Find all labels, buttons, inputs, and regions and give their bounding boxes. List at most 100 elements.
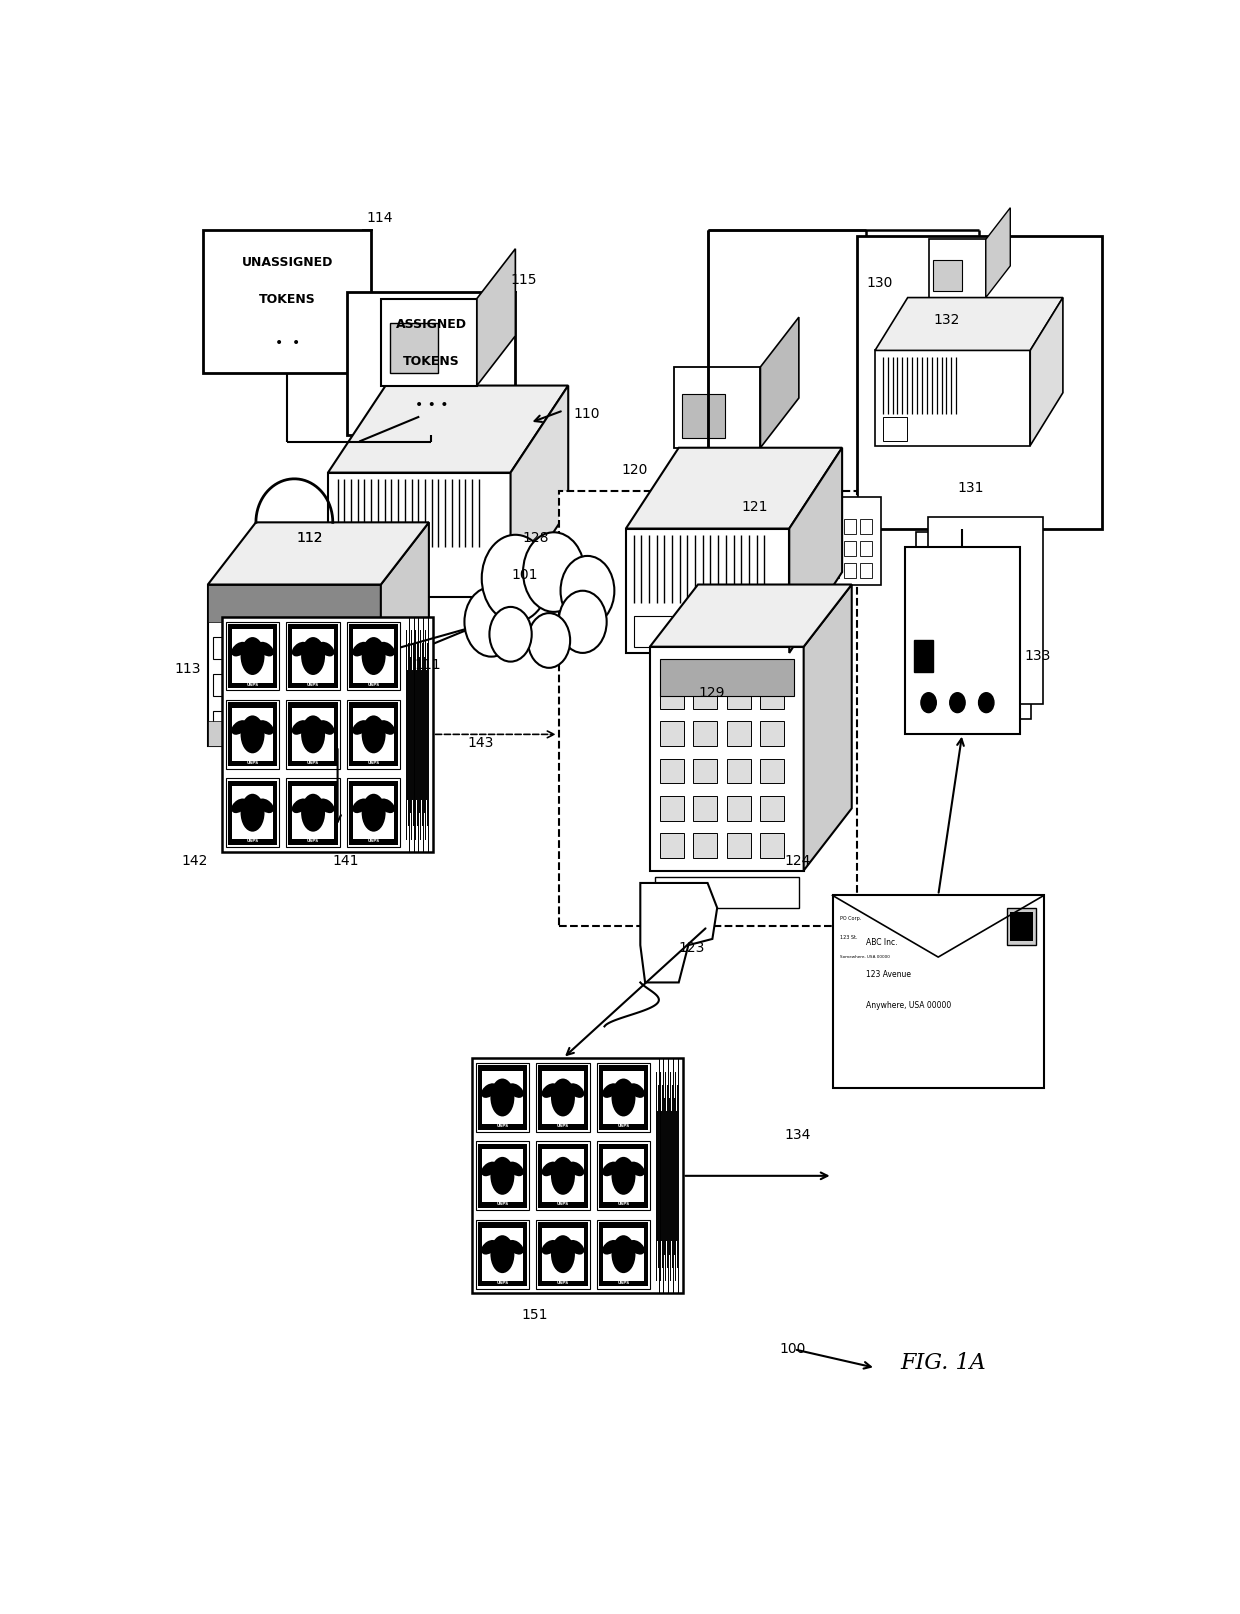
Ellipse shape — [291, 642, 308, 657]
Bar — [391, 324, 439, 374]
Bar — [660, 684, 683, 710]
Bar — [208, 586, 381, 623]
Bar — [599, 1065, 649, 1130]
Bar — [660, 759, 683, 784]
Text: 113: 113 — [175, 662, 201, 675]
Text: Somewhere, USA 00000: Somewhere, USA 00000 — [841, 954, 890, 959]
Bar — [293, 786, 334, 839]
Text: 123: 123 — [678, 941, 706, 955]
Text: 142: 142 — [181, 854, 208, 868]
Text: USPS: USPS — [247, 760, 259, 765]
Ellipse shape — [568, 1240, 584, 1254]
Bar — [929, 240, 986, 299]
Bar — [288, 625, 339, 689]
Text: USPS: USPS — [308, 760, 319, 765]
Bar — [844, 542, 856, 557]
Bar — [693, 684, 717, 710]
Text: • • •: • • • — [414, 397, 448, 412]
Bar — [832, 896, 1044, 1088]
Bar — [347, 700, 401, 770]
Bar — [727, 796, 750, 822]
Bar — [693, 796, 717, 822]
Ellipse shape — [258, 721, 274, 736]
Ellipse shape — [603, 1162, 619, 1177]
Bar — [538, 1222, 588, 1286]
Ellipse shape — [379, 799, 394, 813]
Bar — [208, 586, 381, 747]
Bar — [228, 702, 278, 767]
Bar — [232, 786, 273, 839]
Bar — [603, 1228, 644, 1282]
Bar — [914, 641, 934, 671]
Text: TOKENS: TOKENS — [259, 294, 315, 307]
Ellipse shape — [319, 721, 335, 736]
Bar — [682, 395, 725, 439]
Bar — [599, 1144, 649, 1209]
Polygon shape — [640, 883, 717, 983]
Bar — [226, 621, 279, 691]
Ellipse shape — [603, 1083, 619, 1098]
Bar — [828, 563, 839, 579]
Bar — [634, 617, 672, 647]
Bar — [477, 1065, 527, 1130]
Bar — [1007, 909, 1037, 946]
Ellipse shape — [362, 794, 386, 833]
Ellipse shape — [231, 642, 247, 657]
Polygon shape — [626, 449, 842, 529]
Bar — [905, 547, 1021, 734]
Text: USPS: USPS — [557, 1202, 569, 1206]
Text: USPS: USPS — [557, 1280, 569, 1285]
Bar — [916, 533, 1032, 720]
Text: 143: 143 — [467, 736, 494, 751]
Text: 114: 114 — [367, 211, 393, 224]
Text: 141: 141 — [332, 854, 360, 868]
Text: USPS: USPS — [247, 683, 259, 686]
Bar — [232, 709, 273, 762]
Text: 129: 129 — [698, 686, 724, 700]
Polygon shape — [208, 523, 429, 586]
Bar — [660, 660, 794, 697]
Bar — [727, 684, 750, 710]
Bar — [928, 518, 1043, 704]
Ellipse shape — [507, 1240, 523, 1254]
Ellipse shape — [291, 799, 308, 813]
Bar — [693, 834, 717, 859]
Bar — [482, 1149, 523, 1202]
Bar — [476, 1141, 529, 1210]
Bar — [226, 700, 279, 770]
Polygon shape — [875, 299, 1063, 352]
Bar — [861, 563, 872, 579]
Bar — [347, 621, 401, 691]
Bar — [538, 1144, 588, 1209]
Text: USPS: USPS — [367, 683, 379, 686]
Bar — [232, 629, 273, 683]
Circle shape — [465, 587, 518, 657]
Bar — [482, 1228, 523, 1282]
Ellipse shape — [568, 1162, 584, 1177]
Text: 134: 134 — [785, 1127, 811, 1141]
Polygon shape — [804, 586, 852, 872]
Polygon shape — [511, 386, 568, 597]
Ellipse shape — [481, 1162, 497, 1177]
Text: ABC Inc.: ABC Inc. — [866, 938, 898, 946]
Bar — [537, 1064, 589, 1133]
Bar — [934, 260, 962, 292]
Bar — [727, 721, 750, 747]
Bar — [542, 1228, 584, 1282]
Bar — [675, 368, 760, 449]
Ellipse shape — [379, 721, 394, 736]
Bar — [482, 1072, 523, 1125]
Ellipse shape — [301, 717, 325, 754]
Bar — [347, 780, 401, 847]
Bar — [288, 781, 339, 846]
Bar — [477, 1144, 527, 1209]
Text: USPS: USPS — [308, 683, 319, 686]
Text: 132: 132 — [934, 313, 960, 328]
Bar — [353, 786, 394, 839]
Bar — [693, 759, 717, 784]
Text: •  •: • • — [274, 336, 300, 350]
Bar — [760, 684, 785, 710]
Bar — [537, 1220, 589, 1290]
Ellipse shape — [551, 1078, 575, 1117]
Bar — [650, 647, 804, 872]
